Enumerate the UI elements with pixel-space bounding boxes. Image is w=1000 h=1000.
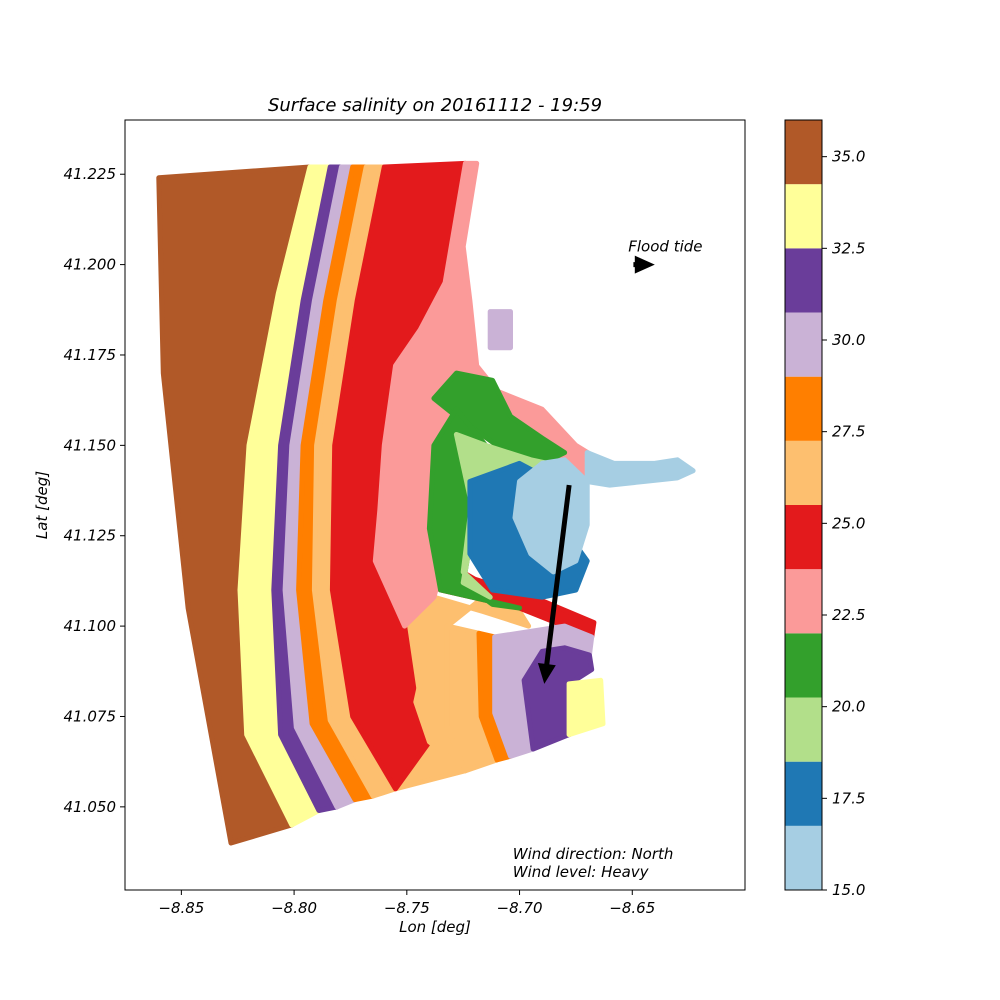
colorbar-segment [785,697,822,762]
salinity-field [156,160,696,846]
colorbar-tick-label: 17.5 [832,789,865,807]
x-tick-label: −8.65 [609,899,655,917]
colorbar: 15.0 17.5 20.0 22.5 25.0 27.5 30.0 32.5 35.0 [784,119,865,899]
chart-title: Surface salinity on 20161112 - 19:59 [268,95,602,116]
arrow-layer [537,255,655,684]
colorbar-frame [784,119,823,891]
colorbar-tick-label: 35.0 [832,148,865,166]
colorbar-tick-label: 27.5 [832,423,865,441]
colorbar-segment [785,248,822,313]
y-tick-label: 41.225 [64,165,117,183]
colorbar-tick-label: 25.0 [832,514,865,532]
colorbar-segment [785,633,822,698]
colorbar-segment [785,376,822,441]
y-tick-label: 41.075 [64,707,117,725]
wind-arrow [537,484,572,684]
colorbar-segment [785,761,822,826]
colorbar-tick-label: 32.5 [832,239,865,257]
colorbar-tick-label: 15.0 [832,881,865,899]
colorbar-segment [785,505,822,570]
x-axis: −8.85 −8.80 −8.75 −8.70 −8.65 [158,890,655,917]
colorbar-tick-label: 22.5 [832,606,865,624]
y-tick-label: 41.200 [64,256,117,274]
x-tick-label: −8.80 [271,899,317,917]
colorbar-segment [785,184,822,249]
y-tick-label: 41.150 [64,436,117,454]
colorbar-segment [785,569,822,634]
colorbar-segment [785,440,822,505]
x-axis-label: Lon [deg] [399,918,471,936]
wind-level-annotation: Wind level: Heavy [513,863,650,881]
salinity-region-14 [566,677,606,738]
x-tick-label: −8.70 [497,899,543,917]
y-tick-label: 41.100 [64,617,117,635]
colorbar-segment [785,120,822,185]
y-tick-label: 41.175 [64,346,117,364]
y-tick-label: 41.125 [64,527,117,545]
wind-direction-annotation: Wind direction: North [513,845,674,863]
y-tick-label: 41.050 [64,798,117,816]
colorbar-tick-label: 30.0 [832,331,865,349]
colorbar-segment [785,312,822,377]
colorbar-segment [785,825,822,890]
x-tick-label: −8.85 [158,899,204,917]
y-axis-label: Lat [deg] [33,471,51,539]
salinity-region-22 [487,309,513,351]
x-tick-label: −8.75 [384,899,430,917]
flood-tide-arrow [633,255,655,274]
salinity-region-21 [584,450,696,488]
colorbar-tick-label: 20.0 [832,698,865,716]
flood-tide-annotation: Flood tide [628,238,702,256]
y-axis: 41.050 41.075 41.100 41.125 41.150 41.175 41.2… [64,165,125,816]
plot-frame [124,119,746,891]
